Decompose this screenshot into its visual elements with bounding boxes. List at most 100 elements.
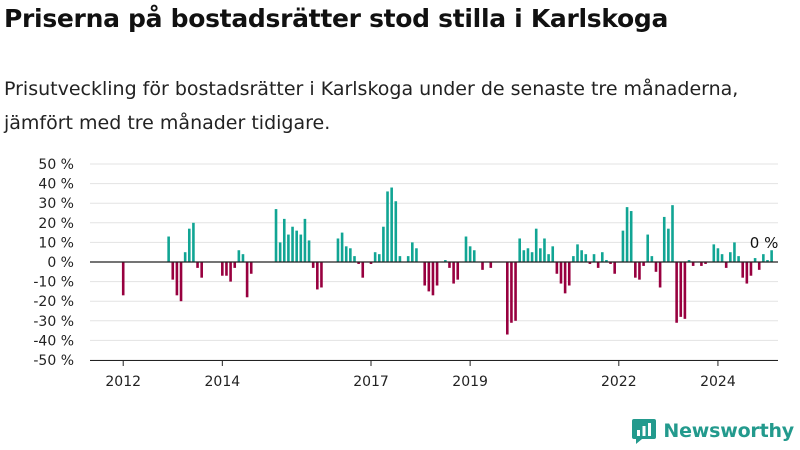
- bar: [567, 262, 571, 286]
- bar: [431, 262, 435, 296]
- y-tick-label: 30 %: [38, 196, 74, 212]
- x-tick-label: 2012: [105, 374, 141, 390]
- bar: [658, 262, 662, 288]
- bar: [638, 262, 641, 280]
- bar: [766, 260, 769, 262]
- y-tick-label: -20 %: [33, 294, 74, 310]
- bar: [613, 262, 616, 274]
- bar: [687, 260, 691, 262]
- bar: [506, 262, 509, 335]
- bar: [650, 256, 654, 262]
- bar: [382, 226, 385, 262]
- bar: [559, 262, 563, 284]
- bar: [340, 232, 344, 262]
- bar: [452, 262, 455, 284]
- x-tick-label: 2014: [205, 374, 241, 390]
- bar: [278, 242, 282, 262]
- bar: [600, 252, 604, 262]
- bar: [522, 250, 526, 262]
- bar: [377, 254, 381, 262]
- bar: [344, 246, 348, 262]
- chart-title: Priserna på bostadsrätter stod stilla i …: [4, 4, 669, 33]
- bar: [192, 222, 195, 262]
- chart-subtitle: Prisutveckling för bostadsrätter i Karls…: [4, 78, 739, 134]
- bar: [245, 262, 249, 298]
- bar: [762, 254, 765, 262]
- bar: [435, 262, 439, 286]
- bar: [357, 262, 360, 264]
- bar: [311, 262, 315, 268]
- bar: [733, 242, 736, 262]
- bar: [448, 262, 451, 268]
- bar: [299, 234, 303, 262]
- bar: [171, 262, 175, 280]
- bar: [121, 262, 125, 296]
- bar: [704, 262, 707, 264]
- bar: [745, 262, 749, 284]
- bar: [543, 238, 546, 262]
- bar: [349, 248, 352, 262]
- bar: [456, 262, 460, 280]
- bar: [249, 262, 253, 274]
- bar: [572, 256, 575, 262]
- bar: [406, 256, 410, 262]
- bar: [691, 262, 695, 266]
- bar: [555, 262, 559, 274]
- bar: [646, 234, 650, 262]
- bar: [489, 262, 493, 268]
- bar: [481, 262, 484, 270]
- bar: [675, 262, 678, 323]
- bar: [749, 262, 753, 276]
- bar: [411, 242, 414, 262]
- bar: [720, 254, 724, 262]
- bar: [373, 252, 377, 262]
- bar: [679, 262, 683, 317]
- bar: [472, 250, 476, 262]
- bar: [221, 262, 224, 276]
- y-tick-label: 50 %: [38, 157, 74, 173]
- y-tick-label: 20 %: [38, 216, 74, 232]
- bar: [510, 262, 513, 323]
- bar: [580, 250, 583, 262]
- bar: [175, 262, 179, 296]
- bar: [592, 254, 596, 262]
- bar: [316, 262, 319, 290]
- bar: [534, 228, 538, 262]
- newsworthy-logo-icon: [632, 419, 657, 444]
- bar: [369, 262, 373, 264]
- bar: [576, 244, 579, 262]
- bar: [518, 238, 521, 262]
- bar: [336, 238, 340, 262]
- bar: [605, 260, 608, 262]
- bar: [233, 262, 237, 268]
- bar: [671, 205, 674, 262]
- bar: [770, 250, 773, 262]
- bar: [187, 228, 191, 262]
- bar: [584, 254, 588, 262]
- bar: [514, 262, 517, 321]
- bar: [642, 262, 645, 266]
- bar: [468, 246, 472, 262]
- bar: [353, 256, 356, 262]
- y-tick-label: 0 %: [47, 255, 74, 271]
- bar: [621, 230, 625, 262]
- bar: [394, 201, 398, 262]
- bar: [662, 216, 666, 262]
- bar: [229, 262, 232, 282]
- bar: [386, 191, 389, 262]
- bar: [167, 236, 170, 262]
- bar: [241, 254, 245, 262]
- bar: [530, 252, 534, 262]
- bar: [683, 262, 687, 319]
- bar: [654, 262, 658, 272]
- bar: [398, 256, 402, 262]
- x-tick-label: 2024: [700, 374, 736, 390]
- bar: [729, 252, 732, 262]
- bar: [320, 262, 323, 288]
- bar: [183, 252, 187, 262]
- bar: [303, 218, 307, 262]
- bar: [757, 262, 761, 270]
- bar: [295, 230, 298, 262]
- bar: [287, 234, 290, 262]
- bar: [609, 262, 612, 264]
